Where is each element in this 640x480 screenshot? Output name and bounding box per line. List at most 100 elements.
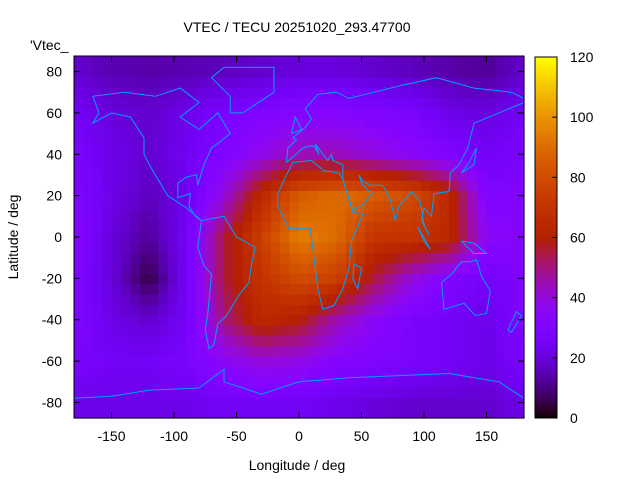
heatmap-cell	[280, 293, 291, 305]
heatmap-cell	[233, 376, 244, 388]
heatmap-cell	[149, 169, 159, 181]
heatmap-cell	[224, 366, 234, 378]
heatmap-cell	[214, 283, 225, 295]
heatmap-cell	[205, 128, 216, 140]
heatmap-cell	[130, 76, 141, 88]
heatmap-cell	[486, 180, 497, 191]
heatmap-cell	[270, 211, 281, 222]
heatmap-cell	[83, 211, 94, 222]
heatmap-cell	[486, 387, 497, 398]
heatmap-cell	[420, 345, 431, 357]
heatmap-cell	[336, 118, 347, 129]
heatmap-cell	[167, 324, 178, 336]
heatmap-cell	[374, 211, 384, 222]
heatmap-cell	[402, 128, 413, 140]
heatmap-cell	[270, 66, 281, 78]
colorbar-segment	[535, 408, 557, 413]
heatmap-cell	[411, 324, 422, 336]
heatmap-cell	[242, 200, 253, 212]
heatmap-cell	[102, 366, 113, 378]
heatmap-cell	[214, 221, 225, 233]
heatmap-cell	[149, 56, 159, 67]
heatmap-cell	[355, 149, 366, 160]
heatmap-cell	[439, 118, 450, 129]
heatmap-cell	[514, 335, 525, 347]
colorbar-segment	[535, 63, 557, 67]
heatmap-cell	[205, 355, 216, 367]
heatmap-cell	[430, 128, 441, 140]
heatmap-cell	[280, 118, 291, 129]
heatmap-cell	[317, 397, 328, 409]
heatmap-cell	[233, 221, 244, 233]
colorbar-segment	[535, 108, 557, 112]
heatmap-cell	[214, 107, 225, 119]
heatmap-cell	[449, 128, 459, 140]
heatmap-cell	[495, 324, 506, 336]
heatmap-cell	[120, 200, 131, 212]
heatmap-cell	[355, 407, 366, 419]
heatmap-cell	[102, 159, 113, 171]
heatmap-cell	[139, 324, 150, 336]
heatmap-cell	[383, 397, 394, 409]
heatmap-cell	[402, 211, 413, 222]
colorbar-segment	[535, 321, 557, 326]
heatmap-cell	[195, 283, 206, 295]
colorbar-tick-label: 60	[570, 230, 586, 246]
heatmap-cell	[458, 138, 469, 150]
heatmap-cell	[289, 304, 300, 316]
coastlines	[73, 66, 525, 399]
heatmap-cell	[252, 335, 263, 347]
heatmap-cell	[111, 283, 122, 295]
heatmap-cell	[270, 273, 281, 285]
heatmap-cell	[505, 283, 516, 295]
heatmap-cell	[120, 283, 131, 295]
heatmap-cell	[149, 200, 159, 212]
heatmap-cell	[280, 355, 291, 367]
heatmap-cell	[411, 159, 422, 171]
heatmap-cell	[130, 97, 141, 109]
heatmap-cell	[299, 283, 309, 295]
heatmap-cell	[280, 397, 291, 409]
heatmap-cell	[402, 231, 413, 243]
heatmap-cell	[186, 159, 197, 171]
heatmap-cell	[411, 231, 422, 243]
heatmap-cell	[439, 56, 450, 67]
heatmap-cell	[83, 314, 94, 326]
heatmap-cell	[214, 200, 225, 212]
heatmap-cell	[449, 138, 459, 150]
heatmap-cell	[355, 262, 366, 274]
heatmap-cell	[355, 118, 366, 129]
heatmap-cell	[242, 273, 253, 285]
heatmap-cell	[195, 76, 206, 88]
heatmap	[74, 56, 525, 419]
colorbar-segment	[535, 171, 557, 175]
heatmap-cell	[149, 355, 159, 367]
heatmap-cell	[458, 355, 469, 367]
heatmap-cell	[92, 376, 103, 388]
heatmap-cell	[355, 252, 366, 264]
heatmap-cell	[270, 180, 281, 191]
heatmap-cell	[280, 366, 291, 378]
colorbar-segment	[535, 222, 557, 226]
heatmap-cell	[102, 387, 113, 398]
heatmap-cell	[458, 397, 469, 409]
heatmap-cell	[111, 97, 122, 109]
heatmap-cell	[299, 221, 309, 233]
heatmap-cell	[120, 138, 131, 150]
heatmap-cell	[130, 128, 141, 140]
heatmap-cell	[402, 180, 413, 191]
heatmap-cell	[477, 118, 488, 129]
heatmap-cell	[177, 387, 188, 398]
heatmap-cell	[74, 221, 84, 233]
heatmap-cell	[486, 107, 497, 119]
heatmap-cell	[158, 180, 169, 191]
heatmap-cell	[120, 190, 131, 202]
heatmap-cell	[74, 76, 84, 88]
heatmap-cell	[120, 56, 131, 67]
heatmap-cell	[177, 407, 188, 419]
heatmap-cell	[233, 231, 244, 243]
heatmap-cell	[92, 407, 103, 419]
heatmap-cell	[486, 211, 497, 222]
heatmap-cell	[505, 76, 516, 88]
heatmap-cell	[186, 138, 197, 150]
